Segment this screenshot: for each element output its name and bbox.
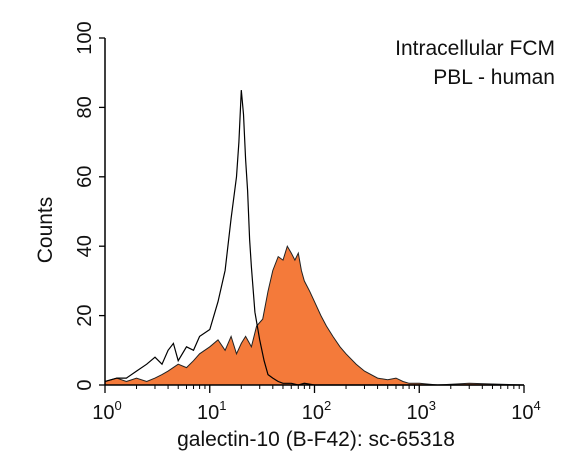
annotation-line-2: PBL - human [433, 66, 555, 89]
x-tick-label-3: 103 [407, 398, 436, 424]
y-tick-label-100: 100 [74, 21, 96, 54]
annotation-line-1: Intracellular FCM [395, 37, 555, 60]
series-outline-histogram [104, 90, 524, 386]
series-filled-histogram [104, 244, 525, 386]
y-tick-label-0: 0 [74, 379, 96, 390]
y-tick-label-80: 80 [74, 96, 96, 118]
x-tick-label-0: 100 [92, 398, 121, 424]
y-axis-label: Counts [34, 197, 57, 264]
x-tick-label-4: 104 [511, 398, 540, 424]
y-tick-label-60: 60 [74, 166, 96, 188]
x-tick-label-2: 102 [302, 398, 331, 424]
plot-area: 0 20 40 60 80 100 100 101 102 103 104 [74, 21, 541, 424]
y-tick-label-20: 20 [74, 304, 96, 326]
x-tick-label-1: 101 [197, 398, 226, 424]
y-tick-label-40: 40 [74, 235, 96, 257]
x-axis-label: galectin-10 (B-F42): sc-65318 [177, 428, 455, 451]
